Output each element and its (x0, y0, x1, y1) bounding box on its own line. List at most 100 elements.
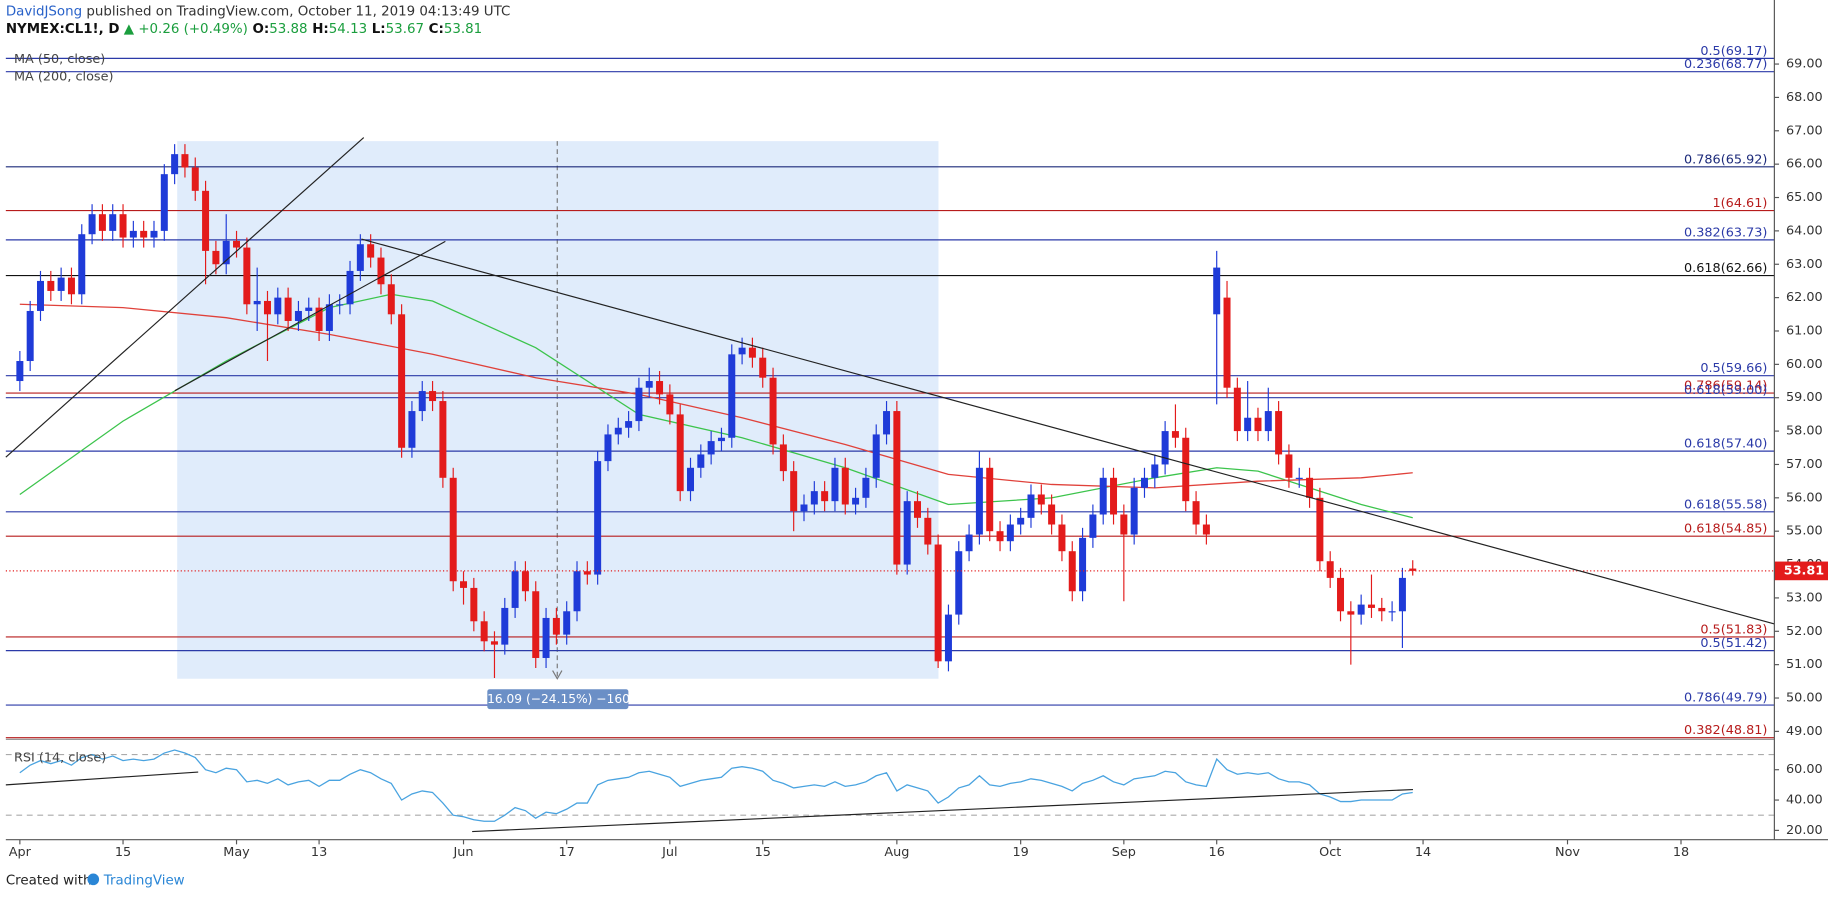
quote-label: O: (252, 22, 269, 37)
y-tick-label: 51.00 (1786, 657, 1823, 672)
candle-body (532, 591, 540, 658)
footer-brand[interactable]: TradingView (103, 874, 185, 889)
candle-body (872, 434, 880, 478)
candle-body (243, 247, 251, 305)
candle-body (181, 154, 189, 168)
drawings-back (5, 57, 1775, 816)
candle-body (274, 297, 282, 315)
last-price-label: 53.81 (1784, 563, 1825, 578)
candle-body (1099, 477, 1107, 515)
candle-body (717, 437, 725, 442)
x-tick-label: Sep (1112, 845, 1136, 860)
candle-body (315, 307, 323, 331)
y-tick-label: 63.00 (1786, 257, 1823, 272)
candle-body (1326, 561, 1334, 578)
trendline (174, 240, 446, 392)
candle-body (1140, 477, 1148, 488)
candle-body (583, 571, 591, 575)
x-tick-label: 15 (115, 845, 131, 860)
y-tick-label: 69.00 (1786, 57, 1823, 72)
candle-body (325, 304, 333, 331)
footer-created: Created with (6, 874, 92, 889)
candle-body (625, 421, 633, 428)
candle-body (1202, 524, 1210, 535)
measure-arrow (552, 670, 563, 680)
rsi-line (19, 749, 1413, 822)
candle-body (429, 391, 437, 402)
y-tick-label: 49.00 (1786, 724, 1823, 739)
candle-body (263, 300, 271, 315)
candle-body (501, 607, 509, 645)
candle-body (707, 441, 715, 455)
candle-body (614, 427, 622, 435)
candle-body (965, 534, 973, 552)
candle-body (594, 461, 602, 575)
candle-body (284, 297, 292, 321)
candle-body (934, 544, 942, 662)
candle-body (656, 381, 664, 395)
x-tick-label: May (223, 845, 250, 860)
candle-body (367, 244, 375, 258)
candle-body (356, 244, 364, 271)
symbol: NYMEX:CL1!, D (6, 22, 120, 37)
candle-body (336, 304, 344, 306)
fib-label: 0.5(59.66) (1700, 361, 1767, 376)
y-tick-label: 66.00 (1786, 157, 1823, 172)
fib-label: 0.382(48.81) (1684, 723, 1767, 738)
moving-average (19, 293, 1413, 519)
x-tick-label: 16 (1209, 845, 1225, 860)
measure-label-box (487, 689, 629, 710)
x-tick-label: 17 (559, 845, 575, 860)
candle-body (759, 357, 767, 378)
candle-body (996, 531, 1004, 542)
candle-body (160, 174, 168, 231)
y-tick-label: 52.00 (1786, 624, 1823, 639)
candle-body (36, 280, 44, 311)
candle-body (88, 214, 96, 235)
y-tick-label: 56.00 (1786, 490, 1823, 505)
candle-body (171, 154, 179, 175)
fib-label: 1(64.61) (1713, 196, 1768, 211)
candle-body (1223, 297, 1231, 388)
fib-label: 0.5(69.17) (1700, 44, 1767, 59)
y-tick-label: 55.00 (1786, 524, 1823, 539)
candle-body (1048, 504, 1056, 525)
candle-body (687, 467, 695, 492)
candle-body (418, 391, 426, 412)
candle-body (129, 230, 137, 238)
candle-body (862, 477, 870, 498)
measure-box (177, 141, 939, 679)
candle-body (697, 454, 705, 468)
last-price-box (1774, 561, 1828, 581)
candle-body (1295, 477, 1303, 479)
y-tick-label: 40.00 (1786, 793, 1823, 808)
candle-body (666, 394, 674, 415)
candle-body (1398, 577, 1406, 612)
candle-body (1254, 417, 1262, 432)
fib-label: 0.382(63.73) (1684, 225, 1767, 240)
y-tick-label: 61.00 (1786, 323, 1823, 338)
candle-body (604, 434, 612, 462)
author: DavidJSong (6, 5, 82, 20)
candle-body (563, 611, 571, 635)
candle-body (944, 614, 952, 662)
fib-label: 0.618(57.40) (1684, 437, 1767, 452)
x-tick-label: Aug (884, 845, 909, 860)
candle-body (1233, 387, 1241, 432)
candle-body (1306, 477, 1314, 498)
x-tick-label: Oct (1319, 845, 1341, 860)
y-tick-label: 67.00 (1786, 123, 1823, 138)
quote-value: 53.67 (386, 22, 424, 37)
candle-body (1171, 431, 1179, 438)
candle-body (913, 501, 921, 518)
published: published on TradingView.com, October 11… (86, 5, 510, 20)
candle-body (470, 587, 478, 622)
candle-body (1367, 604, 1375, 608)
fib-label: 0.618(62.66) (1684, 261, 1767, 276)
candle-body (841, 467, 849, 505)
candle-body (1182, 437, 1190, 502)
candle-body (1027, 494, 1035, 518)
candle-body (67, 277, 75, 295)
